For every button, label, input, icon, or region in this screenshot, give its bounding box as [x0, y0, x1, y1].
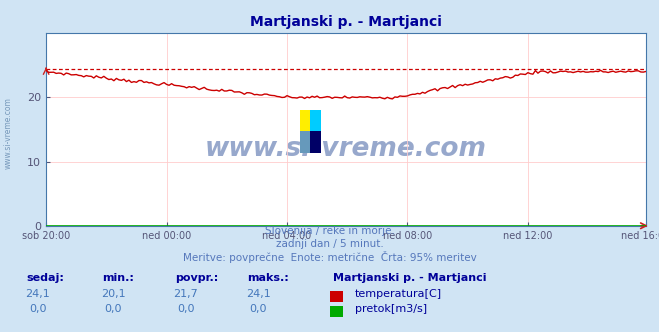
Text: www.si-vreme.com: www.si-vreme.com [3, 97, 13, 169]
Text: 0,0: 0,0 [250, 304, 267, 314]
Title: Martjanski p. - Martjanci: Martjanski p. - Martjanci [250, 15, 442, 29]
Text: Meritve: povprečne  Enote: metrične  Črta: 95% meritev: Meritve: povprečne Enote: metrične Črta:… [183, 251, 476, 263]
Bar [310, 131, 321, 153]
Text: pretok[m3/s]: pretok[m3/s] [355, 304, 426, 314]
Text: www.si-vreme.com: www.si-vreme.com [205, 136, 487, 162]
Text: 20,1: 20,1 [101, 289, 126, 299]
Bar [310, 110, 321, 131]
Bar [300, 110, 310, 131]
Text: 0,0: 0,0 [177, 304, 194, 314]
Text: 0,0: 0,0 [105, 304, 122, 314]
Bar [300, 131, 310, 153]
Text: sedaj:: sedaj: [26, 273, 64, 283]
Text: 0,0: 0,0 [29, 304, 46, 314]
Text: min.:: min.: [102, 273, 134, 283]
Text: 24,1: 24,1 [246, 289, 271, 299]
Text: maks.:: maks.: [247, 273, 289, 283]
Text: Slovenija / reke in morje.: Slovenija / reke in morje. [264, 226, 395, 236]
Text: temperatura[C]: temperatura[C] [355, 289, 442, 299]
Text: 24,1: 24,1 [25, 289, 50, 299]
Text: zadnji dan / 5 minut.: zadnji dan / 5 minut. [275, 239, 384, 249]
Text: povpr.:: povpr.: [175, 273, 218, 283]
Text: Martjanski p. - Martjanci: Martjanski p. - Martjanci [333, 273, 486, 283]
Text: 21,7: 21,7 [173, 289, 198, 299]
